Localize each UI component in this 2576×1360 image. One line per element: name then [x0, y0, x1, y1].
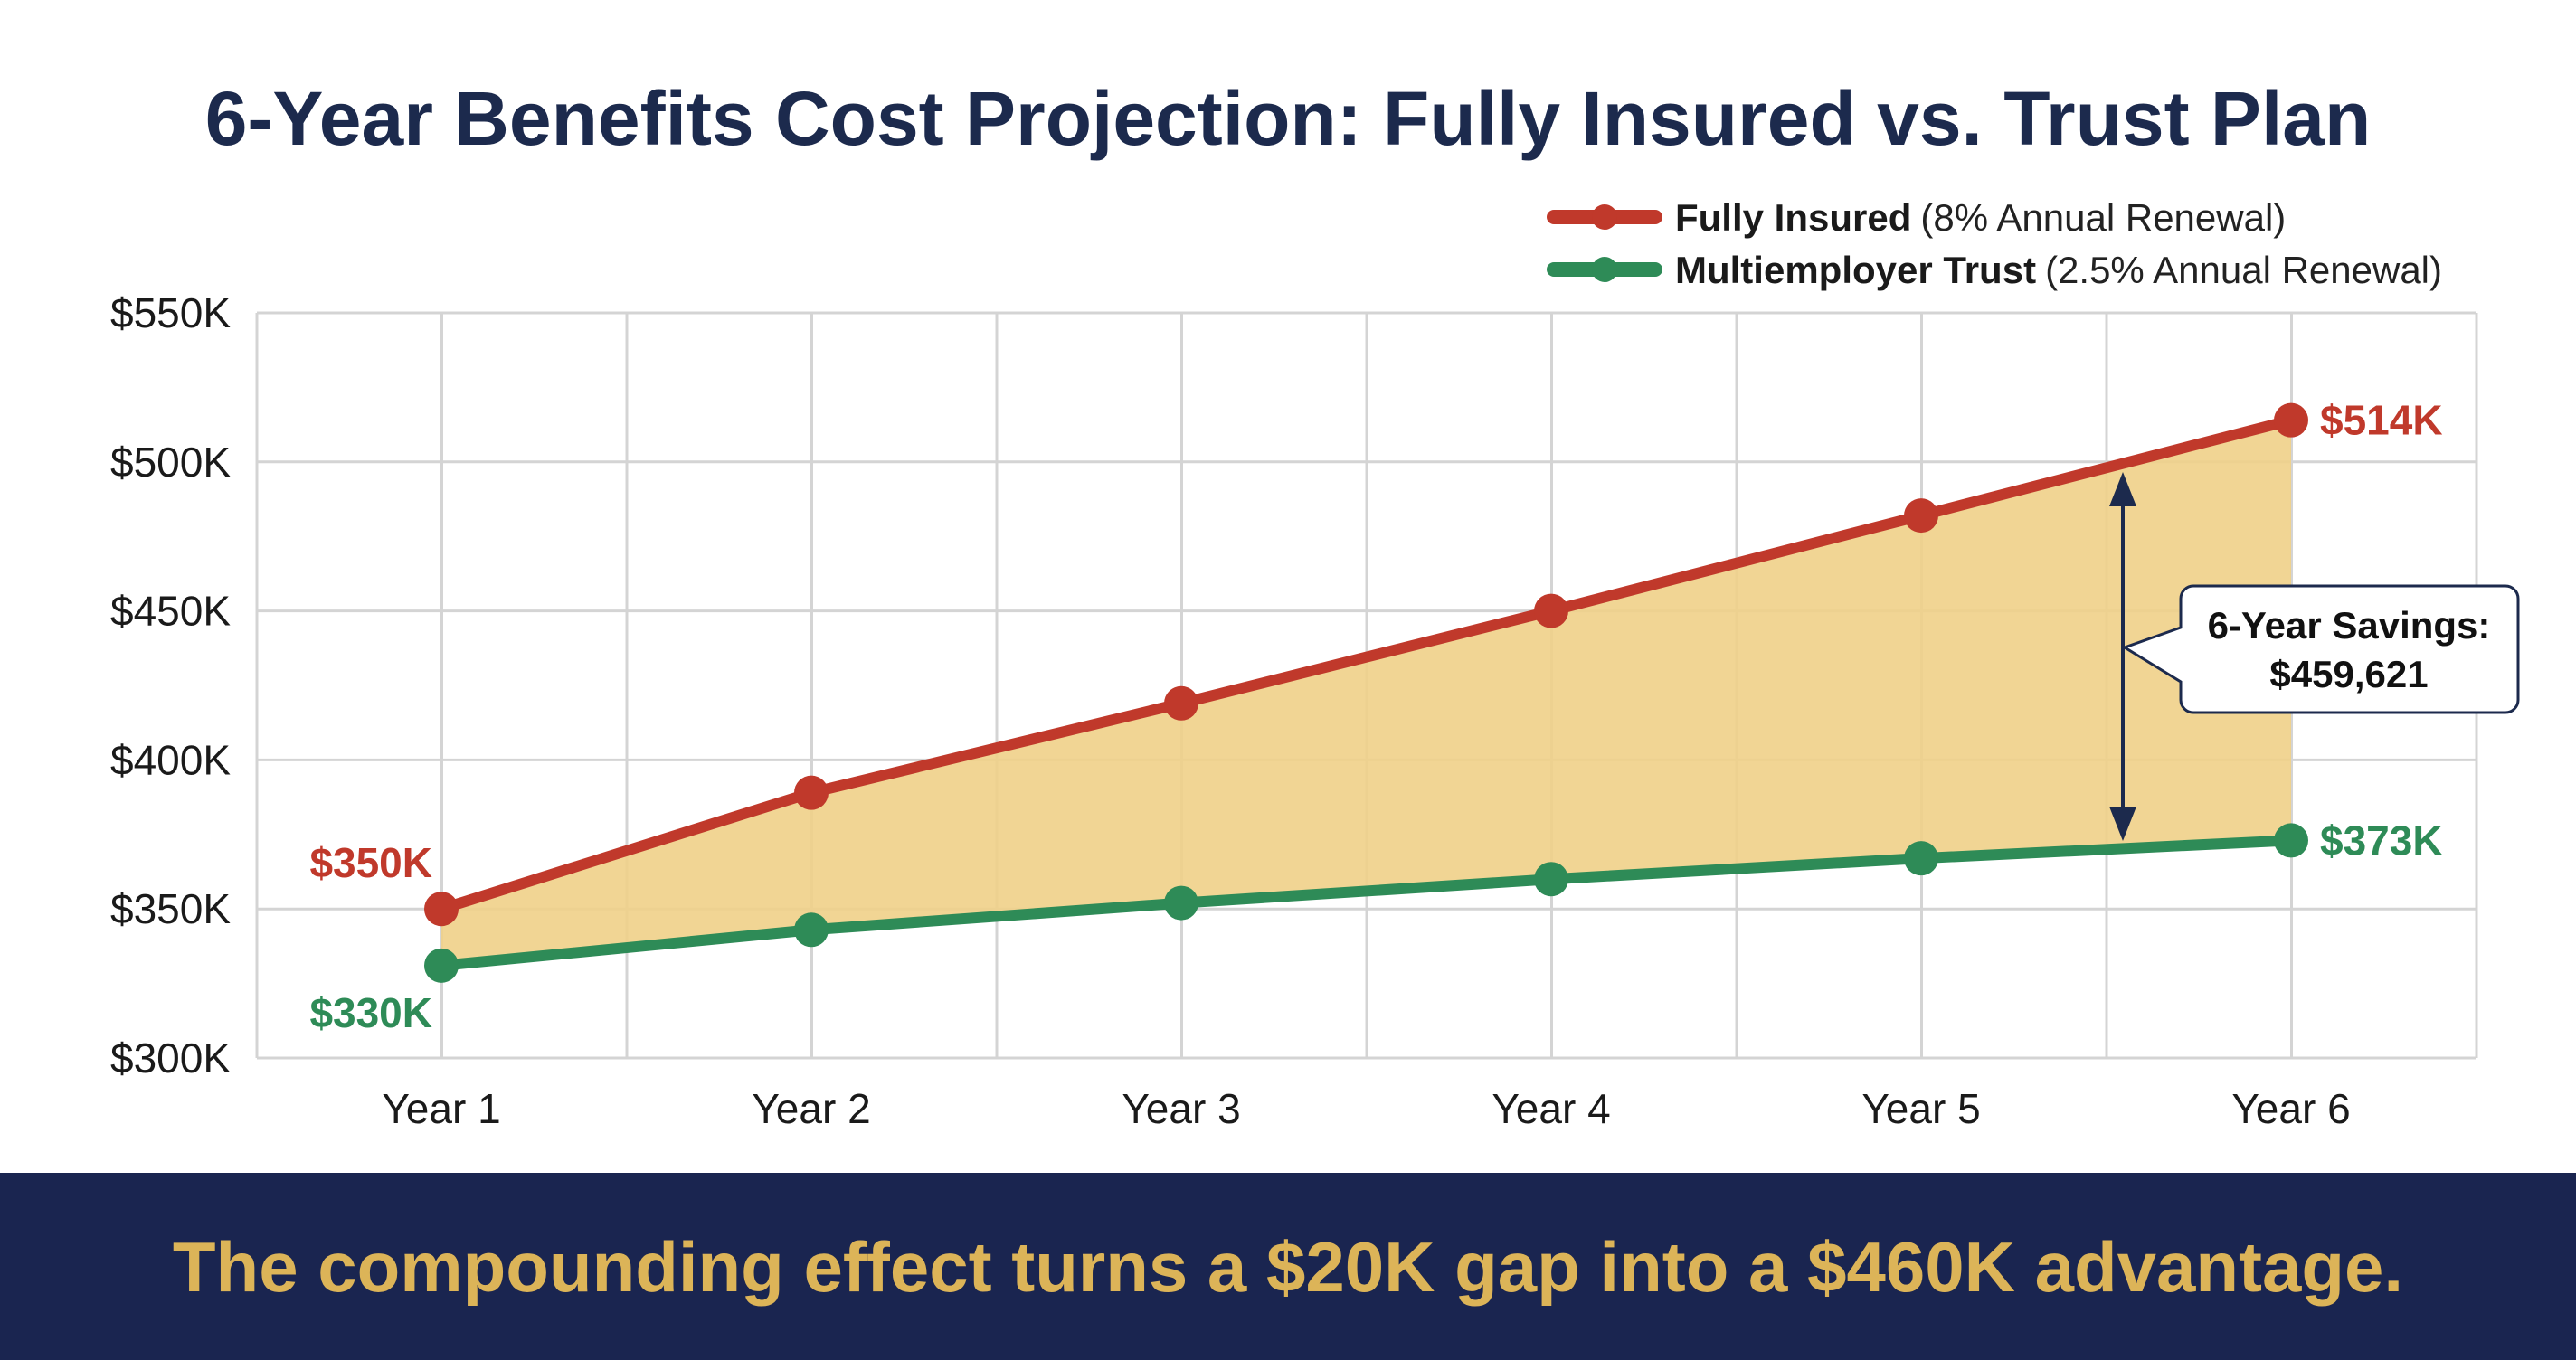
legend-item-trust: Multiemployer Trust (2.5% Annual Renewal) — [1547, 249, 2442, 291]
data-point-fully-insured — [1904, 498, 1938, 534]
callout-line-1: 6-Year Savings: — [2208, 604, 2491, 647]
y-tick-label: $500K — [110, 439, 231, 486]
y-tick-label: $550K — [110, 289, 231, 336]
legend-label-trust: Multiemployer Trust — [1675, 249, 2036, 291]
footer-text: The compounding effect turns a $20K gap … — [173, 1227, 2403, 1307]
series-line-fully-insured — [440, 414, 2293, 914]
x-tick-label: Year 6 — [2231, 1085, 2350, 1132]
data-point-trust — [2274, 823, 2308, 858]
data-point-trust — [794, 912, 829, 948]
data-point-fully-insured — [794, 775, 829, 810]
savings-callout: 6-Year Savings: $459,621 — [2121, 584, 2520, 714]
x-tick-label: Year 4 — [1492, 1085, 1610, 1132]
legend-detail-fully-insured: (8% Annual Renewal) — [1920, 196, 2286, 239]
y-tick-label: $350K — [110, 885, 231, 932]
chart-title: 6-Year Benefits Cost Projection: Fully I… — [205, 76, 2372, 161]
footer-banner — [0, 1173, 2576, 1360]
data-point-fully-insured — [1164, 685, 1198, 721]
legend: Fully Insured (8% Annual Renewal) Multiem… — [1547, 196, 2442, 291]
data-point-trust — [1534, 862, 1568, 897]
callout-box — [2121, 584, 2520, 714]
y-axis: $300K $350K $400K $450K $500K $550K — [110, 289, 231, 1081]
x-tick-label: Year 1 — [382, 1085, 500, 1132]
legend-item-fully-insured: Fully Insured (8% Annual Renewal) — [1547, 196, 2286, 239]
data-point-fully-insured — [2274, 402, 2308, 438]
data-point-fully-insured — [424, 892, 459, 927]
x-tick-label: Year 3 — [1122, 1085, 1240, 1132]
svg-text:Fully Insured(8% Annual Renewa: Fully Insured (8% Annual Renewal) — [1675, 196, 2286, 239]
series-line-trust — [440, 835, 2292, 971]
x-tick-label: Year 2 — [752, 1085, 870, 1132]
data-label-trust-end: $373K — [2320, 817, 2443, 864]
arrow-down-icon — [2109, 807, 2136, 841]
arrow-up-icon — [2109, 472, 2136, 506]
y-tick-label: $300K — [110, 1034, 231, 1081]
data-point-fully-insured — [1534, 593, 1568, 628]
data-label-trust-start: $330K — [309, 989, 432, 1036]
legend-marker-fully-insured — [1592, 204, 1617, 230]
callout-line-2: $459,621 — [2269, 653, 2428, 695]
data-label-fully-insured-start: $350K — [309, 839, 432, 886]
data-point-trust — [1164, 885, 1198, 921]
savings-area — [441, 420, 2291, 966]
legend-marker-trust — [1592, 257, 1617, 282]
data-label-fully-insured-end: $514K — [2320, 397, 2443, 444]
y-tick-label: $450K — [110, 588, 231, 635]
y-tick-label: $400K — [110, 736, 231, 783]
x-tick-label: Year 5 — [1861, 1085, 1980, 1132]
savings-arrow — [2109, 472, 2136, 841]
data-point-trust — [424, 948, 459, 983]
series-lines — [424, 402, 2308, 983]
data-point-trust — [1904, 841, 1938, 876]
svg-text:Multiemployer Trust(2.5% Annua: Multiemployer Trust (2.5% Annual Renewal) — [1675, 249, 2442, 291]
x-axis: Year 1 Year 2 Year 3 Year 4 Year 5 Year 6 — [382, 1085, 2350, 1132]
legend-detail-trust: (2.5% Annual Renewal) — [2045, 249, 2442, 291]
legend-label-fully-insured: Fully Insured — [1675, 196, 1911, 239]
